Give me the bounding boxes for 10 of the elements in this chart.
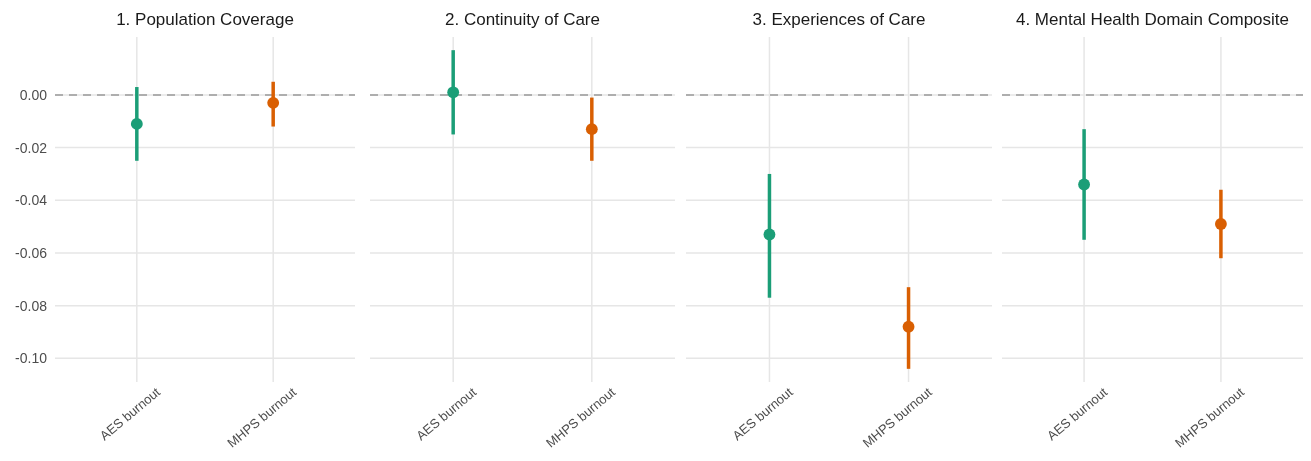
y-tick-label: -0.06 xyxy=(15,244,48,261)
y-tick-label: -0.04 xyxy=(15,192,48,209)
chart-title: 1. Population Coverage xyxy=(116,10,294,29)
y-tick-label: 0.00 xyxy=(19,86,48,103)
chart-title: 2. Continuity of Care xyxy=(445,10,600,29)
chart-title: 3. Experiences of Care xyxy=(752,10,926,29)
y-tick-label: -0.02 xyxy=(15,139,48,156)
chart-title: 4. Mental Health Domain Composite xyxy=(1015,10,1290,29)
y-tick-label: -0.10 xyxy=(15,350,48,367)
y-tick-label: -0.08 xyxy=(15,297,48,314)
